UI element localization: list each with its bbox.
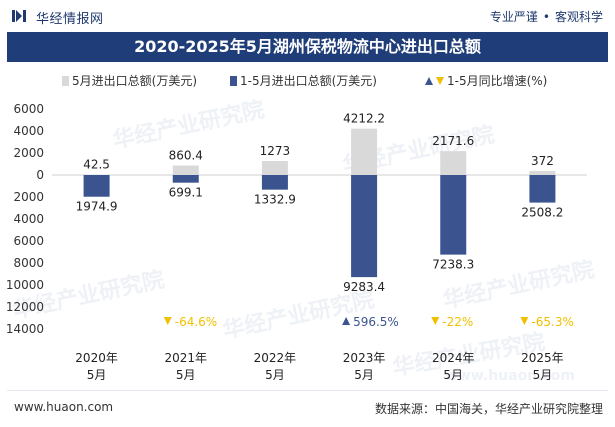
import-bar <box>261 175 288 190</box>
export-bar <box>261 160 288 175</box>
title-bar: 2020-2025年5月湖州保税物流中心进出口总额 <box>7 32 608 62</box>
x-tick-label: 2024年 <box>432 351 475 365</box>
legend-label: 5月进出口总额(万美元) <box>72 74 197 88</box>
growth-down-icon <box>520 317 529 325</box>
x-tick-label: 5月 <box>87 368 107 382</box>
import-value-label: 1974.9 <box>76 200 118 214</box>
import-bar <box>440 175 467 255</box>
y-tick-label: 8000 <box>13 256 44 270</box>
x-tick-label: 5月 <box>443 368 463 382</box>
brand-name: 华经情报网 <box>36 12 104 27</box>
import-value-label: 2508.2 <box>521 206 563 220</box>
growth-rate-label: -22% <box>442 315 473 329</box>
export-value-label: 860.4 <box>169 149 203 163</box>
y-tick-label: 4000 <box>13 212 44 226</box>
y-tick-label: 6000 <box>13 102 44 116</box>
x-tick-label: 2020年 <box>75 351 118 365</box>
export-bar <box>172 165 199 175</box>
x-tick-label: 2021年 <box>164 351 207 365</box>
import-bar <box>83 175 110 197</box>
y-tick-label: 12000 <box>6 300 44 314</box>
y-tick-label: 10000 <box>6 278 44 292</box>
x-tick-label: 5月 <box>533 368 553 382</box>
tagline-left: 专业严谨 <box>489 10 538 24</box>
footer-source: 数据来源：中国海关，华经产业研究院整理 <box>374 402 603 416</box>
growth-rate-label: -65.3% <box>531 315 573 329</box>
x-tick-label: 5月 <box>176 368 196 382</box>
legend-swatch <box>230 76 237 86</box>
import-value-label: 9283.4 <box>343 280 385 294</box>
x-tick-label: 2022年 <box>254 351 297 365</box>
tagline-right: 客观科学 <box>554 10 603 24</box>
logo-icon <box>12 10 26 22</box>
import-bar <box>172 175 199 183</box>
export-bar <box>440 151 467 175</box>
y-tick-label: 6000 <box>13 234 44 248</box>
top-bar: 华经情报网 专业严谨 • 客观科学 <box>0 0 615 32</box>
legend-label: 1-5月同比增速(%) <box>447 74 547 88</box>
y-tick-label: 0 <box>36 168 44 182</box>
x-tick-label: 2023年 <box>343 351 386 365</box>
watermark: www.huaon.com <box>445 368 575 384</box>
x-tick-label: 5月 <box>265 368 285 382</box>
growth-down-icon <box>431 317 440 325</box>
export-value-label: 372 <box>531 154 554 168</box>
watermark: 华经产业研究院 <box>111 96 267 153</box>
x-tick-label: 5月 <box>354 368 374 382</box>
legend-triangle-up-icon <box>425 77 433 85</box>
import-value-label: 7238.3 <box>432 258 474 272</box>
export-value-label: 2171.6 <box>432 134 474 148</box>
legend-triangle-down-icon <box>436 77 444 85</box>
import-value-label: 699.1 <box>169 186 203 200</box>
y-tick-label: 14000 <box>6 322 44 336</box>
growth-down-icon <box>163 317 172 325</box>
import-value-label: 1332.9 <box>254 193 296 207</box>
export-bar <box>351 128 378 175</box>
growth-rate-label: 596.5% <box>353 315 399 329</box>
legend-label: 1-5月进出口总额(万美元) <box>240 74 377 88</box>
export-bar <box>529 170 556 175</box>
growth-rate-label: -64.6% <box>175 315 217 329</box>
watermark: 华经产业研究院 <box>11 266 167 323</box>
y-tick-label: 2000 <box>13 146 44 160</box>
footer-website[interactable]: www.huaon.com <box>14 400 114 414</box>
import-bar <box>351 175 378 278</box>
growth-up-icon <box>342 317 351 325</box>
y-tick-label: 2000 <box>13 190 44 204</box>
export-value-label: 1273 <box>260 144 291 158</box>
footer-divider <box>7 390 608 391</box>
x-tick-label: 2025年 <box>521 351 564 365</box>
import-bar <box>529 175 556 203</box>
tagline: 专业严谨 • 客观科学 <box>490 8 603 25</box>
export-value-label: 42.5 <box>83 158 110 172</box>
tagline-dot: • <box>542 10 550 24</box>
export-value-label: 4212.2 <box>343 112 385 126</box>
y-tick-label: 4000 <box>13 124 44 138</box>
chart: 华经产业研究院 华经产业研究院华经产业研究院华经产业研究院华经产业研究院华经产业研… <box>6 74 597 384</box>
legend-swatch <box>62 76 69 86</box>
chart-title: 2020-2025年5月湖州保税物流中心进出口总额 <box>134 37 481 56</box>
